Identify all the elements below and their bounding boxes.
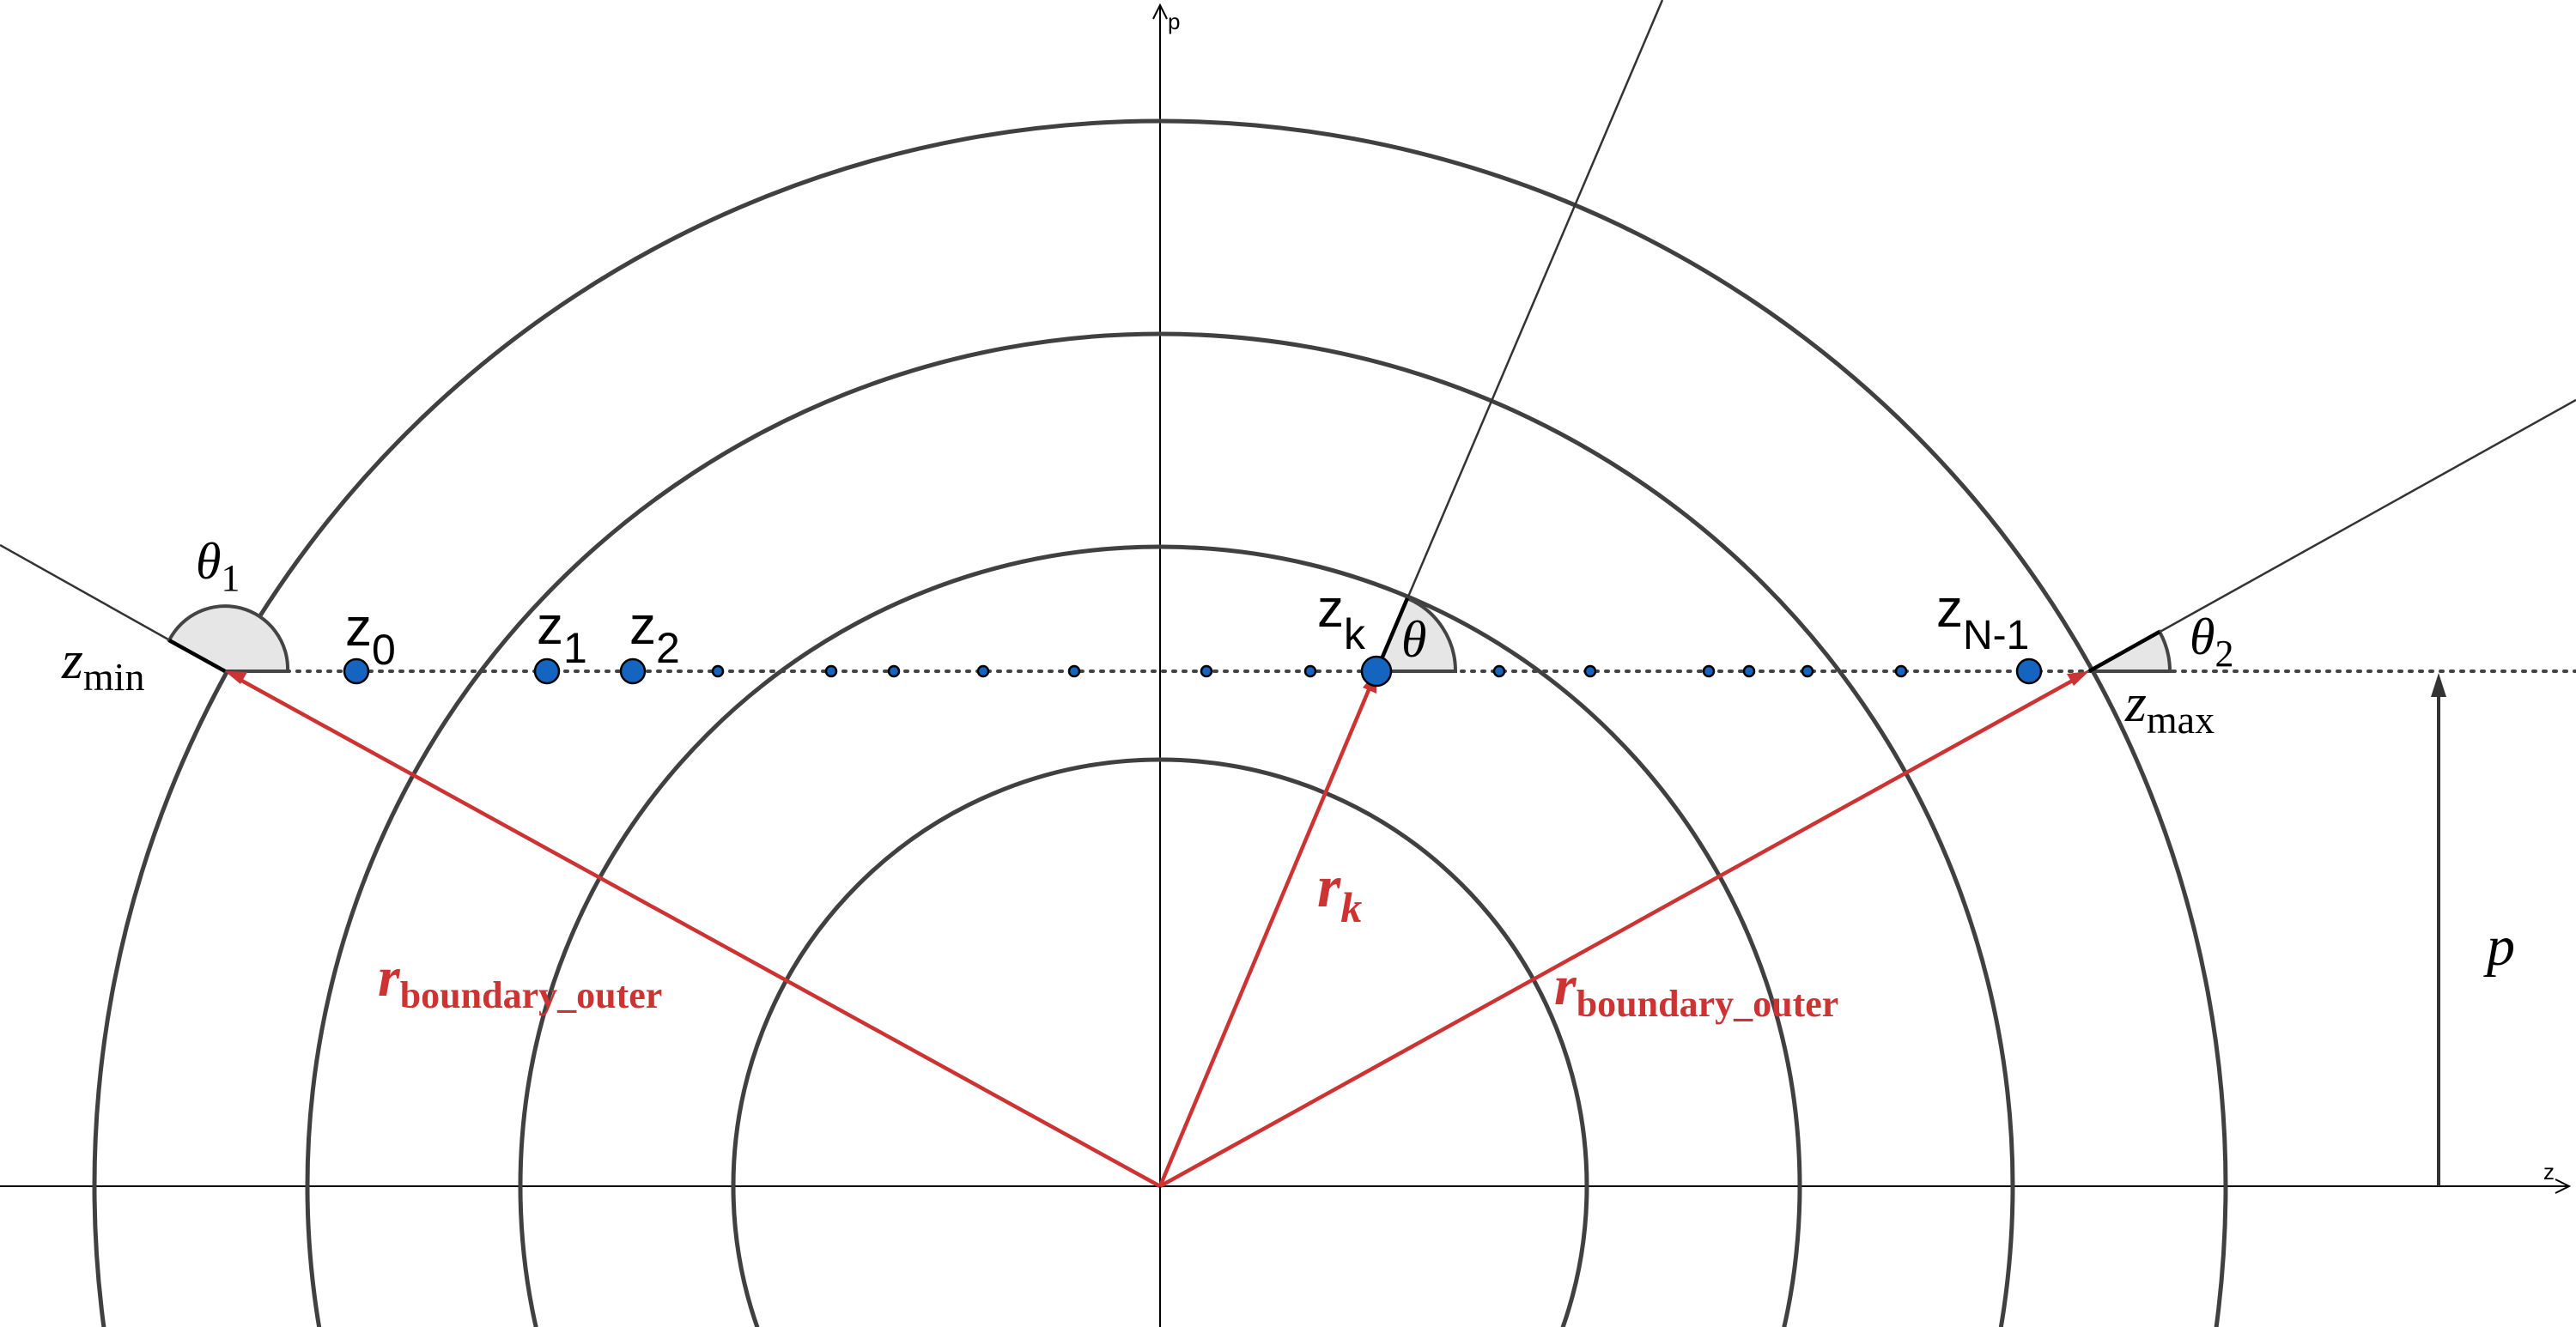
r-k-vector — [1157, 685, 1373, 1187]
label-z1: z1 — [537, 597, 587, 672]
z-axis-arrow — [2555, 1179, 2572, 1194]
theta1-sector — [167, 604, 290, 673]
ray-through-zk — [1375, 0, 1664, 672]
r-boundary-outer-left-vector — [237, 677, 1162, 1188]
theta-sector — [1373, 596, 1458, 673]
sample-point — [1492, 664, 1506, 678]
sample-point — [1894, 664, 1908, 678]
label-p: p — [2483, 915, 2515, 978]
outgoing-ray-right — [2088, 398, 2576, 673]
theta2-edge — [2087, 630, 2161, 673]
sample-point — [1583, 664, 1597, 678]
label-theta: θ — [1401, 611, 1426, 668]
p-axis-label: p — [1168, 9, 1180, 34]
sample-point — [711, 664, 725, 678]
sample-point — [1067, 664, 1081, 678]
label-r-boundary-outer-left: rboundary_outer — [378, 946, 662, 1016]
point-zN-1 — [2015, 657, 2043, 685]
theta1-edge — [167, 639, 227, 673]
point-z2 — [619, 657, 647, 685]
label-z0: z0 — [345, 598, 396, 674]
sample-point — [976, 664, 990, 678]
p-axis-arrow — [1152, 3, 1168, 20]
label-zmin: zmin — [61, 629, 144, 699]
point-z0 — [343, 657, 370, 685]
label-zk: zk — [1317, 579, 1366, 658]
circle-inner — [731, 757, 1589, 1327]
label-zN-1: zN-1 — [1936, 579, 2029, 658]
r-boundary-outer-right-arrowhead — [2067, 671, 2089, 686]
sample-point — [1303, 664, 1317, 678]
label-r-k: rk — [1317, 854, 1362, 931]
sample-point — [1742, 664, 1756, 678]
sample-point — [1801, 664, 1814, 678]
circle-second — [518, 544, 1802, 1327]
label-zmax: zmax — [2124, 672, 2215, 742]
circle-third — [305, 331, 2015, 1327]
r-boundary-outer-left-arrowhead — [225, 671, 247, 684]
point-zk — [1360, 655, 1393, 688]
sample-point — [824, 664, 838, 678]
label-theta2: θ2 — [2190, 609, 2233, 675]
sample-point — [1200, 664, 1213, 678]
label-r-boundary-outer-right: rboundary_outer — [1554, 954, 1838, 1025]
p-height-arrowhead — [2431, 673, 2446, 697]
z-axis-label: z — [2543, 1159, 2555, 1185]
circle-outer — [92, 118, 2228, 1327]
sample-point — [1702, 664, 1716, 678]
label-z2: z2 — [629, 597, 680, 672]
point-z1 — [533, 657, 561, 685]
r-boundary-outer-right-vector — [1158, 677, 2077, 1188]
label-theta1: θ1 — [196, 533, 240, 599]
sample-point — [887, 664, 901, 678]
